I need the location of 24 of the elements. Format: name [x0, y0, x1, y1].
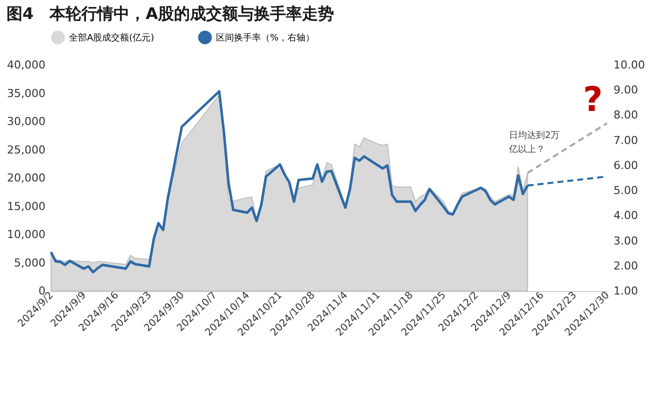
annotation: 亿以上？ [508, 144, 545, 155]
y-tick-label: 5,000 [14, 256, 46, 270]
y2-tick-label: 7.00 [614, 134, 638, 147]
annotation: 日均达到2万 [509, 130, 560, 141]
y2-tick-label: 8.00 [614, 108, 638, 122]
y2-tick-label: 6.00 [614, 158, 638, 172]
y-tick-label: 40,000 [7, 58, 46, 72]
y2-tick-label: 9.00 [614, 84, 638, 97]
y-tick-label: 20,000 [7, 172, 46, 184]
y2-tick-label: 2.00 [614, 259, 638, 272]
chart-title: 图4 本轮行情中，A股的成交额与换手率走势 [6, 4, 334, 23]
y-tick-label: 25,000 [7, 143, 46, 156]
y-tick-label: 30,000 [7, 115, 46, 128]
annotation: ? [583, 80, 603, 120]
y2-tick-label: 10.00 [614, 58, 645, 72]
legend-label: 区间换手率（%，右轴） [216, 32, 315, 44]
y2-tick-label: 4.00 [614, 209, 638, 222]
y-tick-label: 35,000 [7, 86, 46, 100]
legend-label: 全部A股成交额(亿元) [69, 32, 154, 44]
y2-tick-label: 3.00 [614, 234, 638, 248]
y2-tick-label: 5.00 [614, 184, 638, 198]
y-tick-label: 10,000 [7, 228, 46, 241]
y2-tick-label: 1.00 [614, 284, 638, 298]
y-tick-label: 15,000 [7, 200, 46, 213]
